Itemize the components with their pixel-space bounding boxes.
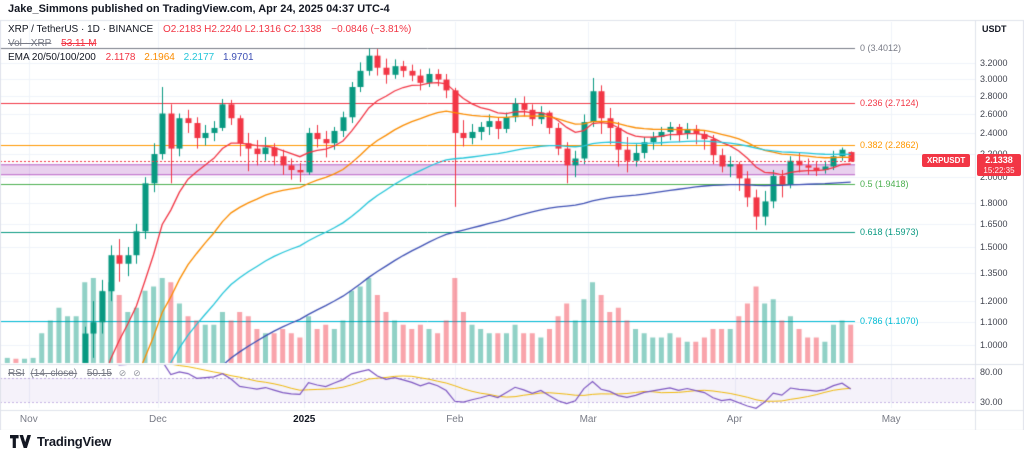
tradingview-wordmark[interactable]: TradingView (37, 434, 112, 449)
main-legend: XRP / TetherUS · 1D · BINANCE O2.2183 H2… (8, 24, 411, 35)
symbol-price-tag: XRPUSDT (922, 154, 971, 168)
ema-legend: EMA 20/50/100/200 2.1178 2.1964 2.2177 1… (8, 52, 260, 63)
change-value: −0.0846 (−3.81%) (331, 24, 412, 35)
tradingview-logo-icon[interactable] (10, 435, 31, 448)
axis-currency-toggle[interactable]: USDT (982, 24, 1007, 34)
attribution-text: Jake_Simmons published on TradingView.co… (8, 3, 390, 15)
last-price: 2.1338 (985, 155, 1013, 166)
rsi-legend: RSI (14, close) 50.15 ⊘ ⊘ (8, 368, 141, 379)
ema-200-value: 1.9701 (223, 52, 254, 63)
hide-indicator-icon[interactable]: ⊘ (133, 368, 141, 378)
footer-bar: TradingView (0, 430, 1024, 453)
volume-value: 53.11 M (61, 38, 97, 49)
hide-indicator-icon[interactable]: ⊘ (118, 368, 127, 378)
ema-100-value: 2.2177 (183, 52, 215, 63)
ema-50-value: 2.1964 (144, 52, 175, 63)
rsi-value: 50.15 (86, 368, 112, 379)
ema-indicator-label[interactable]: EMA 20/50/100/200 (8, 52, 96, 63)
bar-countdown: 15:22:35 (983, 166, 1015, 176)
rsi-indicator-label[interactable]: RSI (8, 368, 25, 379)
symbol-title[interactable]: XRP / TetherUS · 1D · BINANCE (8, 24, 154, 35)
ema-20-value: 2.1178 (105, 52, 136, 63)
last-price-badge: 2.1338 15:22:35 (977, 154, 1021, 177)
rsi-params: (14, close) (30, 368, 78, 379)
volume-legend: Vol · XRP 53.11 M (8, 38, 97, 49)
ohlc-values: O2.2183 H2.2240 L2.1316 C2.1338 (163, 24, 322, 35)
volume-indicator-label[interactable]: Vol · XRP (8, 38, 52, 49)
